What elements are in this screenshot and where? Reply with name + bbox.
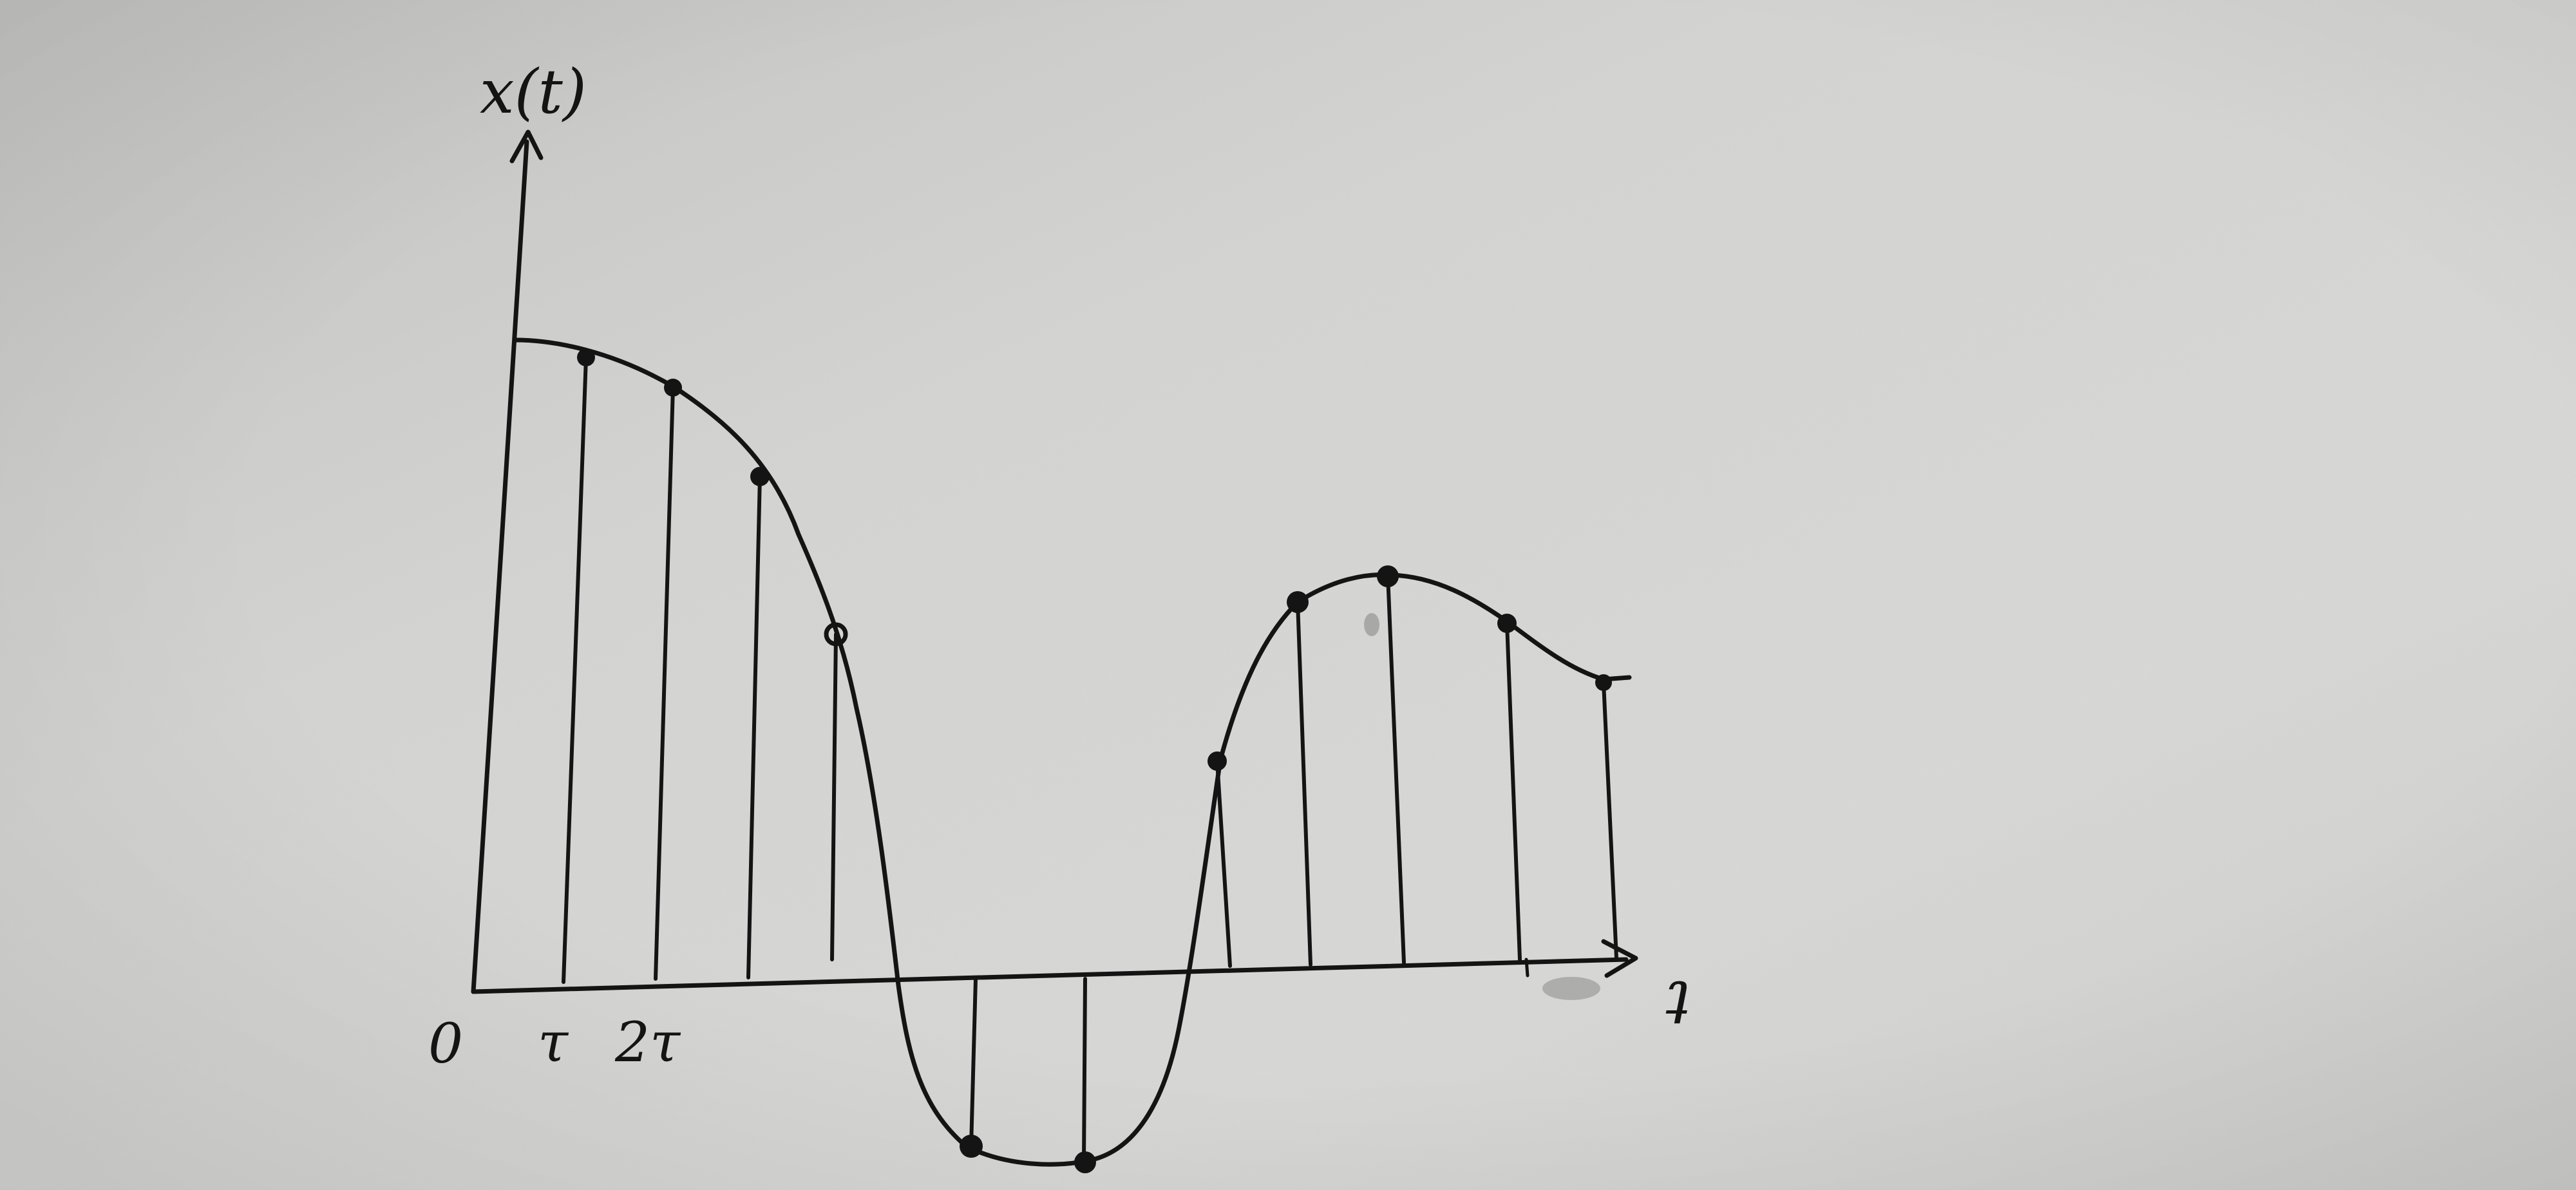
tick-label-2tau: 2τ — [614, 1011, 681, 1075]
sample-point — [824, 622, 848, 647]
tick-label-0: 0 — [428, 1012, 463, 1076]
x-axis — [471, 957, 1629, 994]
sample-point — [1074, 1151, 1096, 1173]
sample-point — [1595, 674, 1612, 691]
sample-points — [577, 348, 1612, 1173]
sample-stem — [1386, 573, 1406, 965]
sample-stem — [1505, 621, 1522, 961]
sample-point — [1497, 614, 1517, 633]
y-axis — [471, 139, 529, 994]
sample-stem — [969, 977, 978, 1148]
sample-point — [1208, 751, 1227, 771]
sample-stem — [830, 632, 838, 961]
sample-stem — [654, 386, 675, 981]
sample-point — [577, 348, 595, 366]
x-axis-end-tick — [1524, 958, 1530, 978]
sample-stem — [562, 355, 588, 984]
y-axis-arrowhead — [509, 129, 544, 164]
ink-smudge — [1364, 613, 1379, 636]
ink-smudge — [1542, 977, 1600, 1000]
sample-point — [960, 1135, 983, 1158]
tick-label-tau: τ — [538, 1011, 569, 1075]
sample-stem — [1082, 977, 1087, 1164]
sample-point — [1287, 591, 1309, 613]
sample-point — [750, 467, 770, 486]
sample-stem — [1215, 759, 1232, 968]
sample-stem — [1602, 681, 1618, 960]
sample-point — [664, 379, 682, 397]
sample-stem — [1296, 600, 1312, 967]
y-axis-label: x(t) — [480, 57, 587, 128]
sample-stem — [746, 475, 762, 979]
sketch — [471, 129, 1638, 1167]
sample-point — [1377, 565, 1399, 587]
x-axis-label: t — [1665, 967, 1690, 1038]
